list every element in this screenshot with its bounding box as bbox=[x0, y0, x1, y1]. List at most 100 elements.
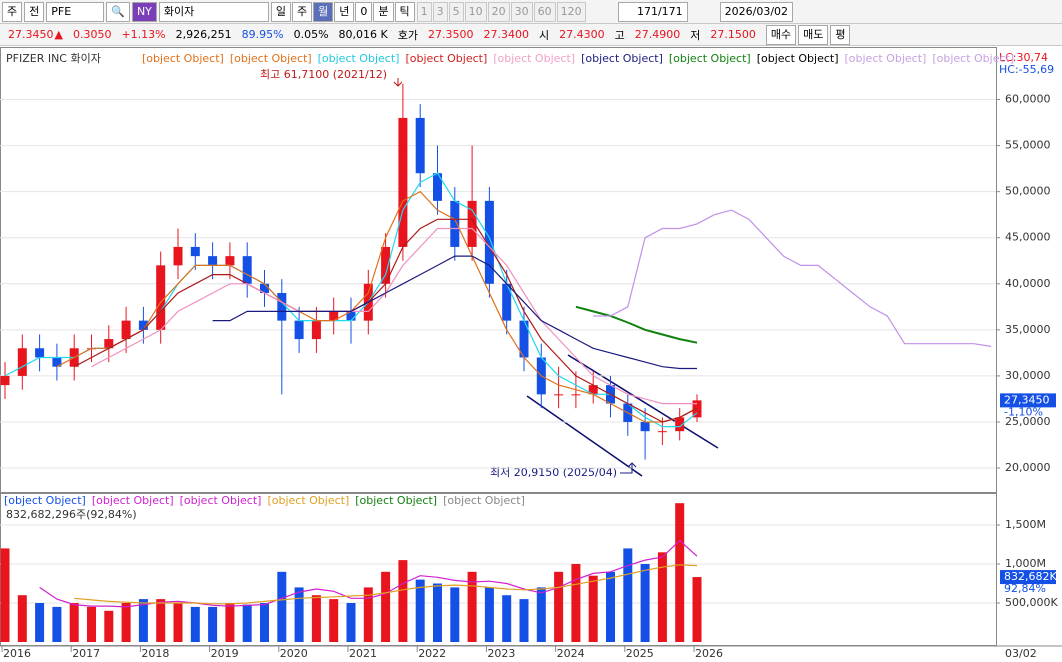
candle-body bbox=[554, 394, 564, 396]
arrow: ▲ bbox=[54, 28, 63, 41]
amount: 80,016 K bbox=[338, 28, 388, 41]
legend-entry: [object Object] bbox=[180, 494, 262, 507]
candle-body bbox=[208, 256, 218, 266]
volume-bar bbox=[69, 603, 79, 642]
y-tick-label: 500,000K bbox=[1005, 596, 1058, 609]
legend-entry: [object Object] bbox=[845, 52, 927, 65]
trend-line bbox=[567, 354, 719, 449]
low-arrow bbox=[620, 462, 637, 474]
ask-label: 호가 bbox=[397, 28, 418, 42]
volume-bar bbox=[17, 595, 27, 642]
volume-bar bbox=[484, 587, 494, 642]
volume-bar bbox=[519, 599, 529, 642]
indicator-line bbox=[56, 190, 698, 423]
order-button[interactable]: 매수 bbox=[765, 24, 797, 45]
indicator: HC:-55,69 bbox=[999, 63, 1054, 76]
period-button[interactable]: 분 bbox=[373, 1, 394, 22]
volume-bar bbox=[52, 606, 62, 642]
candle-body bbox=[675, 417, 685, 432]
period-button[interactable]: 일 bbox=[270, 1, 292, 22]
volume-bar bbox=[225, 603, 235, 642]
indicator-line bbox=[39, 539, 698, 608]
candle-body bbox=[415, 117, 425, 174]
candle-body bbox=[156, 265, 166, 330]
volume-bar bbox=[415, 579, 425, 642]
exchange[interactable]: NY bbox=[131, 1, 157, 22]
search[interactable]: 🔍 bbox=[106, 1, 130, 22]
last-pct: -1,10% bbox=[1004, 405, 1043, 418]
candle-body bbox=[17, 348, 27, 376]
trend-line bbox=[526, 395, 643, 477]
order-button[interactable]: 매도 bbox=[798, 24, 829, 45]
volume-bar bbox=[346, 603, 356, 642]
order-buttons: 매수 매도 평 bbox=[765, 24, 851, 45]
candle-body bbox=[35, 348, 45, 358]
date[interactable]: 2026/03/02 bbox=[719, 1, 794, 22]
turnover: 0.05% bbox=[293, 28, 329, 41]
market[interactable]: 전 bbox=[24, 1, 45, 22]
legend-entry: [object Object] bbox=[443, 494, 525, 507]
count-button[interactable]: 1 bbox=[416, 1, 432, 22]
open: 27.4300 bbox=[559, 28, 605, 41]
low-label: 저 bbox=[690, 28, 701, 42]
range[interactable]: 171/171 bbox=[617, 1, 688, 22]
candle-body bbox=[277, 292, 287, 321]
count-button[interactable]: 10 bbox=[464, 1, 487, 22]
symbol-input[interactable]: PFE bbox=[46, 1, 105, 22]
count-button[interactable]: 60 bbox=[533, 1, 556, 22]
vol-ratio: 89.95% bbox=[241, 28, 284, 41]
y-tick-label: 45,0000 bbox=[1005, 231, 1051, 244]
x-tick-label: 2024 bbox=[557, 647, 585, 660]
volume-bar bbox=[657, 552, 667, 642]
volume-summary: 832,682,296주(92,84%) bbox=[6, 508, 137, 521]
volume-bar bbox=[467, 571, 477, 642]
period-button[interactable]: 주 bbox=[292, 1, 313, 22]
high-arrow bbox=[393, 78, 403, 87]
period-button[interactable]: 틱 bbox=[394, 1, 415, 22]
x-tick-label: 2025 bbox=[626, 647, 654, 660]
candle-body bbox=[242, 256, 252, 284]
candle-body bbox=[381, 246, 391, 284]
y-tick-label: 35,0000 bbox=[1005, 323, 1051, 336]
legend-entry: [object Object] bbox=[4, 494, 86, 507]
x-last-label: 03/02 bbox=[1005, 647, 1037, 660]
indicator: LC:30,74 bbox=[999, 51, 1048, 64]
legend-entry: [object Object] bbox=[493, 52, 575, 65]
volume-bar bbox=[571, 564, 581, 642]
count-button[interactable]: 20 bbox=[487, 1, 510, 22]
candle-body bbox=[104, 339, 114, 349]
count-button[interactable]: 5 bbox=[448, 1, 464, 22]
code-type[interactable]: 주 bbox=[2, 1, 23, 22]
candle-body bbox=[588, 385, 598, 395]
candle-body bbox=[484, 200, 494, 284]
high: 27.4900 bbox=[634, 28, 681, 41]
period-button[interactable]: 0 bbox=[355, 1, 373, 22]
period-button[interactable]: 월 bbox=[313, 1, 334, 22]
y-tick-label: 60,0000 bbox=[1005, 93, 1051, 106]
low-note: 최저 20,9150 (2025/04) bbox=[490, 466, 617, 479]
legend-entry: [object Object] bbox=[405, 52, 487, 65]
volume-bar bbox=[87, 606, 96, 642]
count-button[interactable]: 30 bbox=[510, 1, 533, 22]
last-price-box bbox=[1000, 393, 1056, 408]
candle-body bbox=[173, 246, 183, 266]
candle-body bbox=[0, 375, 10, 386]
order-button[interactable]: 평 bbox=[830, 24, 851, 45]
y-tick-label: 1,000M bbox=[1005, 557, 1046, 570]
x-tick-label: 2019 bbox=[211, 647, 239, 660]
candle-body bbox=[398, 117, 408, 247]
volume-bar bbox=[398, 560, 408, 642]
candle-body bbox=[260, 283, 269, 293]
volume-bar bbox=[381, 571, 391, 642]
volume-bar bbox=[363, 587, 373, 642]
x-tick-label: 2026 bbox=[695, 647, 723, 660]
last-volume-pct: 92,84% bbox=[1004, 582, 1046, 595]
count-button[interactable]: 3 bbox=[432, 1, 448, 22]
y-tick-label: 25,0000 bbox=[1005, 415, 1051, 428]
candle-body bbox=[225, 256, 235, 266]
period-button[interactable]: 년 bbox=[334, 1, 355, 22]
count-button[interactable]: 120 bbox=[556, 1, 586, 22]
y-tick-label: 40,0000 bbox=[1005, 277, 1051, 290]
y-tick-label: 1,500M bbox=[1005, 518, 1046, 531]
last-price: 27,3450 bbox=[1004, 393, 1050, 406]
